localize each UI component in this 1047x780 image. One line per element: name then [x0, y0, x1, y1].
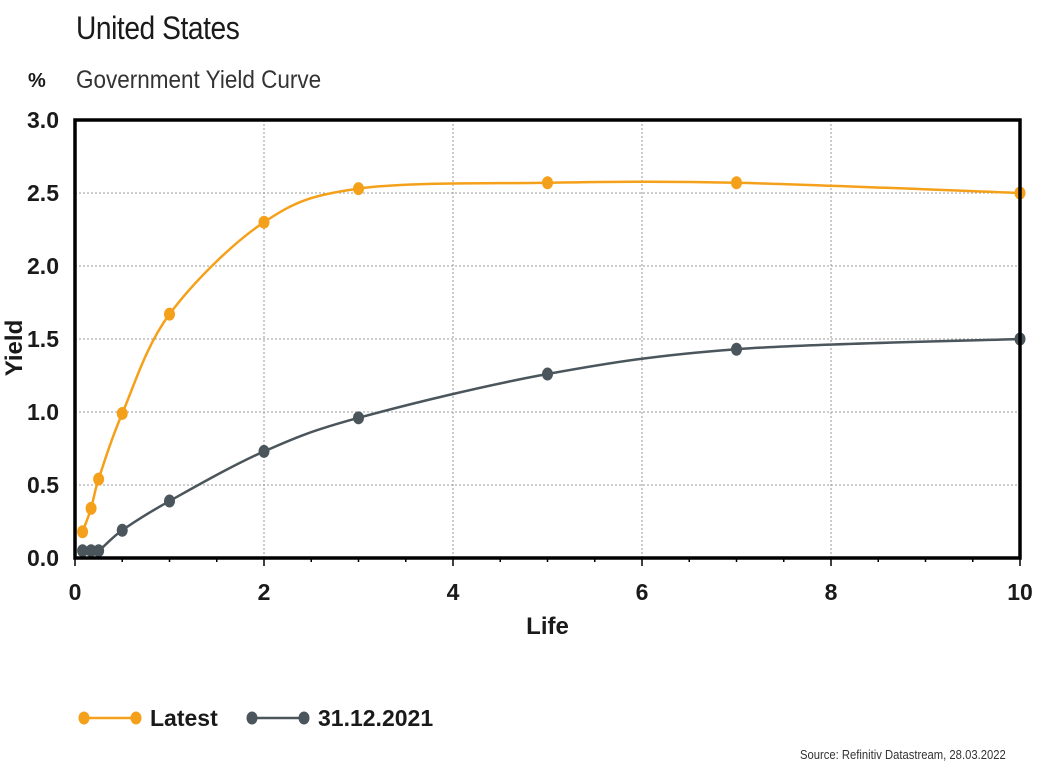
x-tick-label: 0 [69, 579, 82, 605]
legend-item-previous: 31.12.2021 [246, 705, 433, 731]
legend-marker [130, 711, 142, 725]
data-point [353, 411, 364, 425]
data-point [258, 215, 270, 229]
source-note: Source: Refinitiv Datastream, 28.03.2022 [800, 748, 1006, 762]
data-point [93, 544, 105, 558]
legend-marker [298, 711, 310, 725]
y-tick-label: 2.0 [27, 253, 59, 279]
x-tick-label: 2 [258, 579, 271, 605]
legend: Latest 31.12.2021 [78, 705, 433, 731]
plot-frame [73, 118, 1022, 560]
data-point [731, 176, 742, 190]
data-point [93, 472, 105, 486]
series-line [81, 180, 1021, 533]
x-tick-label: 10 [1007, 579, 1033, 605]
series-latest [77, 176, 1026, 539]
y-tick-label: 3.0 [27, 107, 59, 133]
data-point [164, 307, 175, 321]
data-point [85, 501, 97, 515]
legend-item-latest: Latest [78, 705, 218, 731]
legend-label: Latest [150, 705, 218, 731]
chart-subtitle: Government Yield Curve [76, 66, 322, 94]
y-tick-label: 0.0 [27, 545, 59, 571]
x-tick-labels: 0 2 4 6 8 10 [69, 579, 1033, 605]
data-point [116, 406, 128, 420]
data-point [164, 494, 175, 508]
data-point [353, 182, 364, 196]
y-tick-label: 2.5 [27, 180, 59, 206]
data-point [85, 544, 97, 558]
x-axis-label: Life [526, 613, 569, 640]
series-previous [77, 332, 1026, 558]
x-tick-label: 4 [447, 579, 460, 605]
y-tick-label: 0.5 [27, 472, 59, 498]
y-tick-labels: 0.0 0.5 1.0 1.5 2.0 2.5 3.0 [27, 107, 59, 571]
data-point [258, 444, 270, 458]
y-tick-label: 1.5 [27, 326, 59, 352]
legend-label: 31.12.2021 [318, 705, 433, 731]
series-layer [77, 176, 1026, 558]
data-point [77, 544, 89, 558]
data-point [77, 525, 89, 539]
x-tick-label: 6 [636, 579, 649, 605]
y-tick-label: 1.0 [27, 399, 59, 425]
data-point [116, 523, 128, 537]
chart-title: United States [76, 10, 240, 46]
legend-marker [246, 711, 258, 725]
grid-lines [75, 120, 1020, 558]
unit-label: % [28, 70, 46, 92]
data-point [542, 176, 553, 190]
data-point [731, 342, 742, 356]
legend-marker [78, 711, 90, 725]
x-tick-label: 8 [825, 579, 838, 605]
y-axis-label: Yield [1, 320, 28, 376]
data-point [542, 367, 553, 381]
